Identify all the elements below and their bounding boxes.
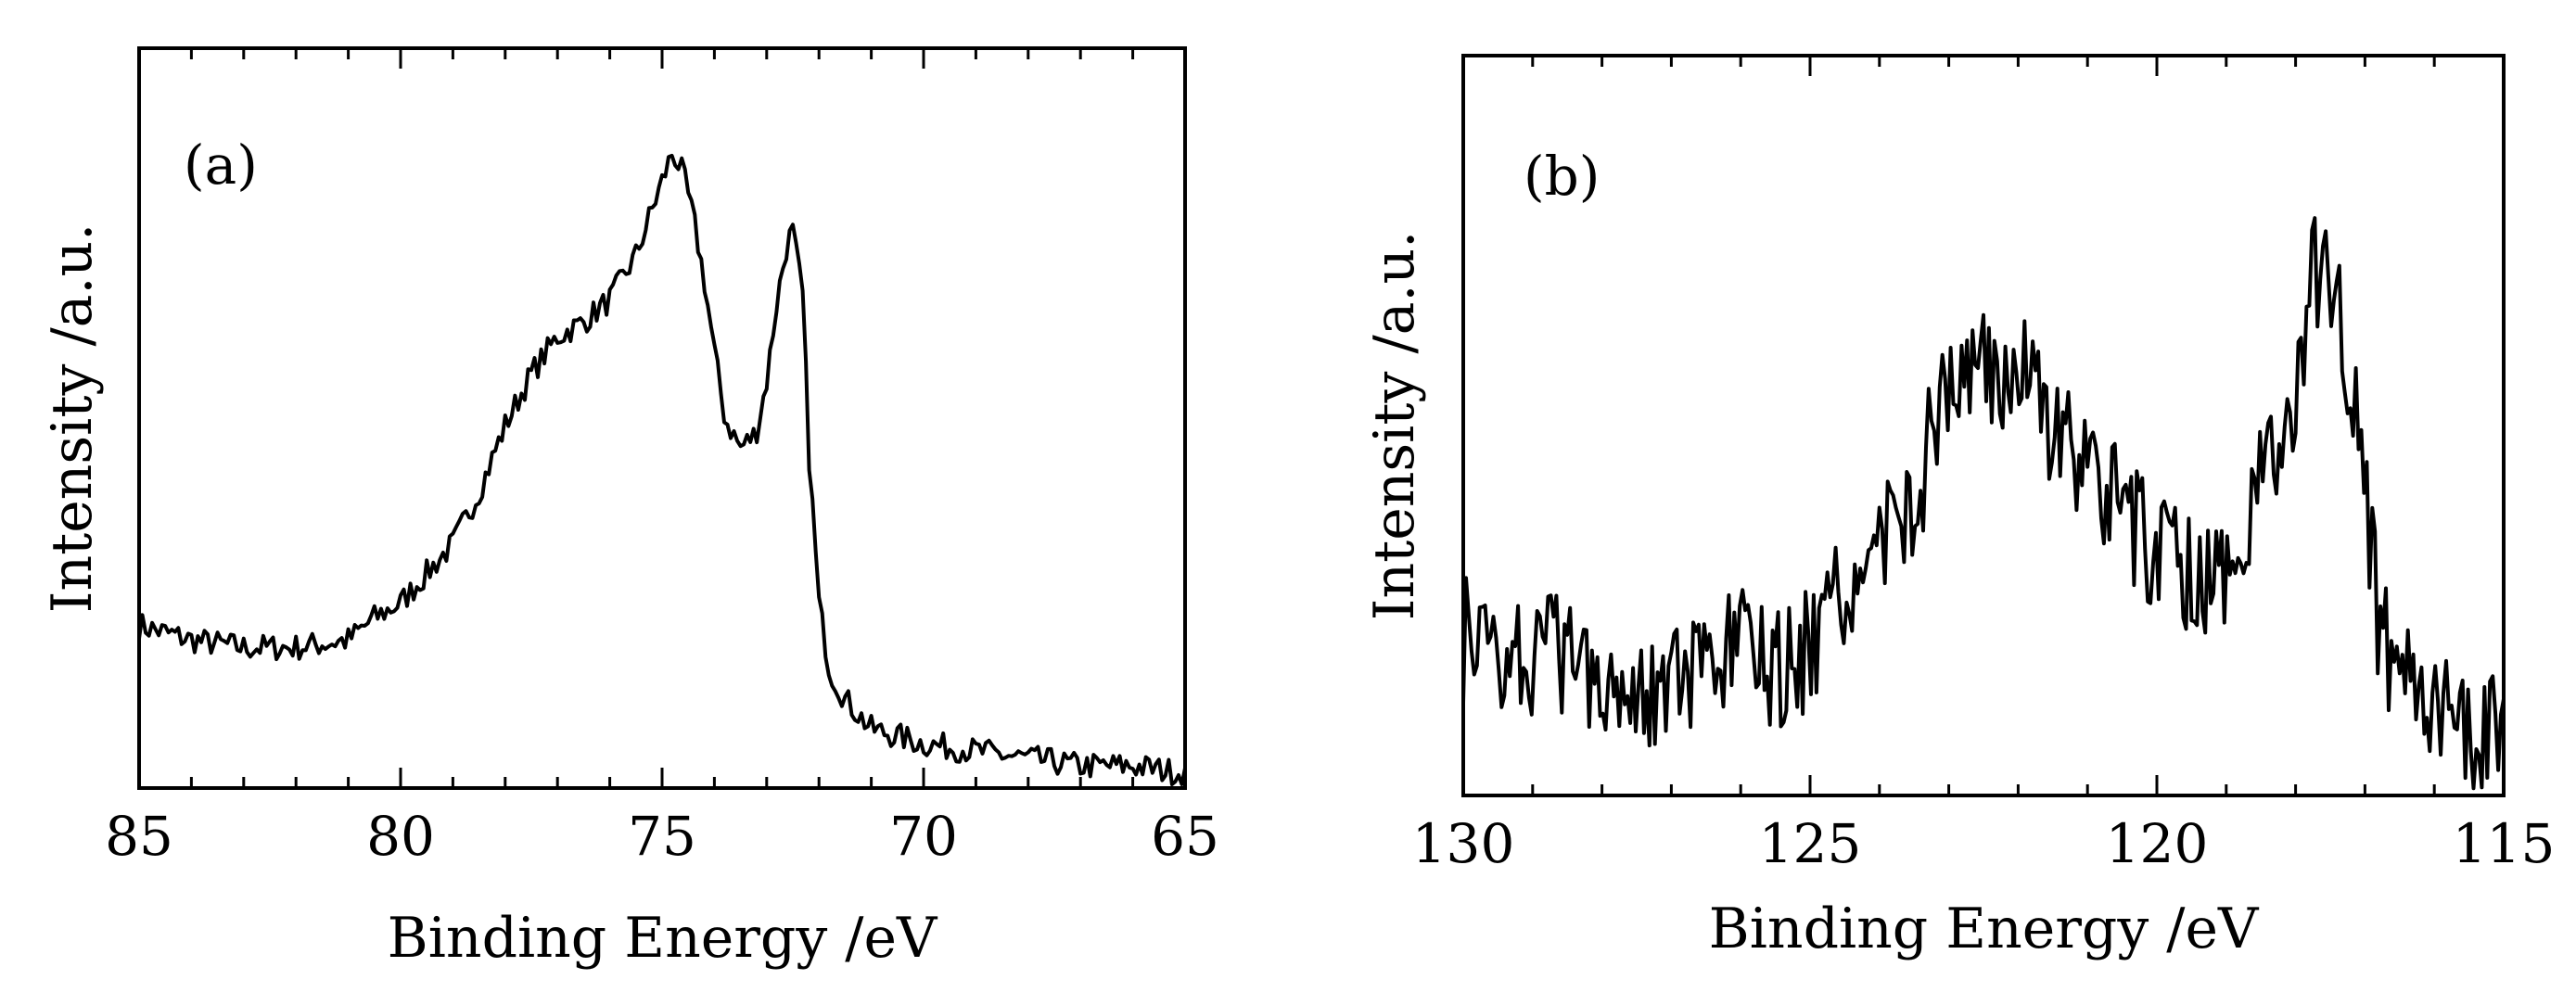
x-tick-label: 70 [889,805,958,868]
x-tick-label: 115 [2453,812,2556,875]
panel-b-plot-frame [1461,54,2506,797]
x-tick-label: 120 [2106,812,2209,875]
panel-a-spectrum-line [137,153,1187,786]
panel-b-spectrum-line [1461,216,2506,791]
panel-b: 130 125 120 115 (b) Binding Energy /eV Inte… [1362,54,2556,961]
panel-b-x-ticks [1461,56,2506,795]
panel-a-x-tick-labels: 85 80 75 70 65 [105,805,1219,868]
panel-b-x-axis-label: Binding Energy /eV [1709,897,2260,961]
panel-a: 85 80 75 70 65 (a) Binding Energy /eV Intens… [40,46,1219,971]
panel-b-x-tick-labels: 130 125 120 115 [1412,812,2556,875]
panel-b-y-axis-label: Intensity /a.u. [1362,231,1427,620]
x-tick-label: 65 [1151,805,1219,868]
x-tick-label: 80 [366,805,435,868]
x-tick-label: 130 [1412,812,1515,875]
panel-a-y-axis-label: Intensity /a.u. [40,223,105,613]
panel-a-label: (a) [184,134,258,197]
panel-b-label: (b) [1524,145,1600,208]
panel-a-x-ticks [137,48,1187,788]
x-tick-label: 85 [105,805,173,868]
x-tick-label: 75 [628,805,696,868]
panel-a-x-axis-label: Binding Energy /eV [388,906,938,971]
panel-a-plot-frame [137,46,1187,790]
x-tick-label: 125 [1759,812,1862,875]
